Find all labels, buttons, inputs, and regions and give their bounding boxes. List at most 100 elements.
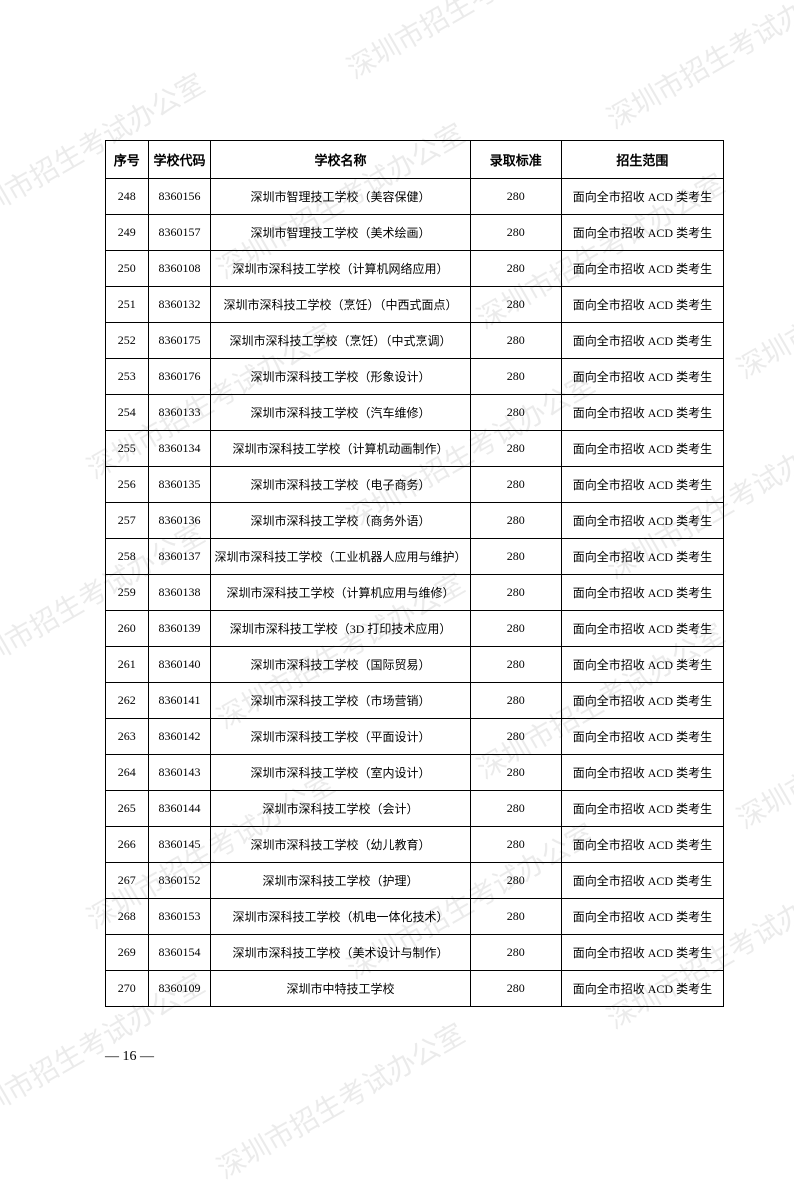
cell-score: 280	[470, 647, 561, 683]
cell-code: 8360139	[148, 611, 211, 647]
cell-score: 280	[470, 359, 561, 395]
cell-score: 280	[470, 431, 561, 467]
cell-name: 深圳市深科技工学校（烹饪）（中式烹调）	[211, 323, 470, 359]
cell-seq: 265	[106, 791, 149, 827]
cell-code: 8360152	[148, 863, 211, 899]
cell-scope: 面向全市招收 ACD 类考生	[561, 503, 723, 539]
cell-seq: 253	[106, 359, 149, 395]
cell-code: 8360145	[148, 827, 211, 863]
header-code: 学校代码	[148, 141, 211, 179]
cell-code: 8360109	[148, 971, 211, 1007]
cell-score: 280	[470, 971, 561, 1007]
cell-scope: 面向全市招收 ACD 类考生	[561, 215, 723, 251]
cell-code: 8360175	[148, 323, 211, 359]
cell-scope: 面向全市招收 ACD 类考生	[561, 287, 723, 323]
header-seq: 序号	[106, 141, 149, 179]
cell-seq: 254	[106, 395, 149, 431]
cell-scope: 面向全市招收 ACD 类考生	[561, 359, 723, 395]
cell-seq: 269	[106, 935, 149, 971]
cell-seq: 259	[106, 575, 149, 611]
cell-seq: 262	[106, 683, 149, 719]
cell-name: 深圳市深科技工学校（3D 打印技术应用）	[211, 611, 470, 647]
cell-score: 280	[470, 719, 561, 755]
table-row: 2488360156深圳市智理技工学校（美容保健）280面向全市招收 ACD 类…	[106, 179, 724, 215]
cell-seq: 270	[106, 971, 149, 1007]
header-name: 学校名称	[211, 141, 470, 179]
watermark-text: 深圳市招生考试办公室	[209, 1013, 472, 1187]
cell-score: 280	[470, 287, 561, 323]
cell-code: 8360157	[148, 215, 211, 251]
table-row: 2548360133深圳市深科技工学校（汽车维修）280面向全市招收 ACD 类…	[106, 395, 724, 431]
table-row: 2558360134深圳市深科技工学校（计算机动画制作）280面向全市招收 AC…	[106, 431, 724, 467]
cell-scope: 面向全市招收 ACD 类考生	[561, 899, 723, 935]
table-row: 2628360141深圳市深科技工学校（市场营销）280面向全市招收 ACD 类…	[106, 683, 724, 719]
cell-code: 8360133	[148, 395, 211, 431]
cell-seq: 250	[106, 251, 149, 287]
cell-seq: 252	[106, 323, 149, 359]
cell-code: 8360143	[148, 755, 211, 791]
cell-score: 280	[470, 179, 561, 215]
cell-seq: 248	[106, 179, 149, 215]
cell-name: 深圳市深科技工学校（会计）	[211, 791, 470, 827]
cell-code: 8360144	[148, 791, 211, 827]
cell-name: 深圳市深科技工学校（平面设计）	[211, 719, 470, 755]
cell-scope: 面向全市招收 ACD 类考生	[561, 395, 723, 431]
table-row: 2578360136深圳市深科技工学校（商务外语）280面向全市招收 ACD 类…	[106, 503, 724, 539]
cell-code: 8360153	[148, 899, 211, 935]
cell-code: 8360142	[148, 719, 211, 755]
cell-code: 8360156	[148, 179, 211, 215]
table-row: 2708360109深圳市中特技工学校280面向全市招收 ACD 类考生	[106, 971, 724, 1007]
cell-code: 8360154	[148, 935, 211, 971]
cell-score: 280	[470, 791, 561, 827]
cell-score: 280	[470, 611, 561, 647]
cell-name: 深圳市深科技工学校（计算机应用与维修）	[211, 575, 470, 611]
cell-name: 深圳市深科技工学校（电子商务）	[211, 467, 470, 503]
cell-scope: 面向全市招收 ACD 类考生	[561, 323, 723, 359]
page-number: — 16 —	[105, 1049, 154, 1065]
cell-scope: 面向全市招收 ACD 类考生	[561, 539, 723, 575]
cell-name: 深圳市深科技工学校（汽车维修）	[211, 395, 470, 431]
cell-score: 280	[470, 215, 561, 251]
cell-name: 深圳市深科技工学校（美术设计与制作）	[211, 935, 470, 971]
cell-score: 280	[470, 683, 561, 719]
cell-score: 280	[470, 539, 561, 575]
cell-code: 8360136	[148, 503, 211, 539]
table-body: 2488360156深圳市智理技工学校（美容保健）280面向全市招收 ACD 类…	[106, 179, 724, 1007]
cell-scope: 面向全市招收 ACD 类考生	[561, 791, 723, 827]
cell-code: 8360134	[148, 431, 211, 467]
cell-score: 280	[470, 467, 561, 503]
table-row: 2608360139深圳市深科技工学校（3D 打印技术应用）280面向全市招收 …	[106, 611, 724, 647]
table-row: 2498360157深圳市智理技工学校（美术绘画）280面向全市招收 ACD 类…	[106, 215, 724, 251]
table-row: 2518360132深圳市深科技工学校（烹饪）（中西式面点）280面向全市招收 …	[106, 287, 724, 323]
cell-scope: 面向全市招收 ACD 类考生	[561, 755, 723, 791]
cell-code: 8360135	[148, 467, 211, 503]
header-scope: 招生范围	[561, 141, 723, 179]
cell-scope: 面向全市招收 ACD 类考生	[561, 647, 723, 683]
cell-name: 深圳市深科技工学校（室内设计）	[211, 755, 470, 791]
cell-scope: 面向全市招收 ACD 类考生	[561, 251, 723, 287]
cell-code: 8360140	[148, 647, 211, 683]
cell-scope: 面向全市招收 ACD 类考生	[561, 575, 723, 611]
table-row: 2668360145深圳市深科技工学校（幼儿教育）280面向全市招收 ACD 类…	[106, 827, 724, 863]
cell-scope: 面向全市招收 ACD 类考生	[561, 971, 723, 1007]
cell-code: 8360138	[148, 575, 211, 611]
cell-name: 深圳市深科技工学校（国际贸易）	[211, 647, 470, 683]
cell-name: 深圳市深科技工学校（市场营销）	[211, 683, 470, 719]
cell-score: 280	[470, 503, 561, 539]
cell-scope: 面向全市招收 ACD 类考生	[561, 179, 723, 215]
cell-seq: 261	[106, 647, 149, 683]
cell-seq: 268	[106, 899, 149, 935]
cell-score: 280	[470, 899, 561, 935]
table-row: 2678360152深圳市深科技工学校（护理）280面向全市招收 ACD 类考生	[106, 863, 724, 899]
page-content: 序号 学校代码 学校名称 录取标准 招生范围 2488360156深圳市智理技工…	[0, 0, 794, 1007]
cell-score: 280	[470, 863, 561, 899]
cell-code: 8360176	[148, 359, 211, 395]
cell-scope: 面向全市招收 ACD 类考生	[561, 683, 723, 719]
cell-score: 280	[470, 323, 561, 359]
cell-seq: 249	[106, 215, 149, 251]
cell-name: 深圳市深科技工学校（商务外语）	[211, 503, 470, 539]
cell-seq: 267	[106, 863, 149, 899]
cell-seq: 258	[106, 539, 149, 575]
cell-name: 深圳市深科技工学校（计算机网络应用）	[211, 251, 470, 287]
cell-name: 深圳市深科技工学校（计算机动画制作）	[211, 431, 470, 467]
